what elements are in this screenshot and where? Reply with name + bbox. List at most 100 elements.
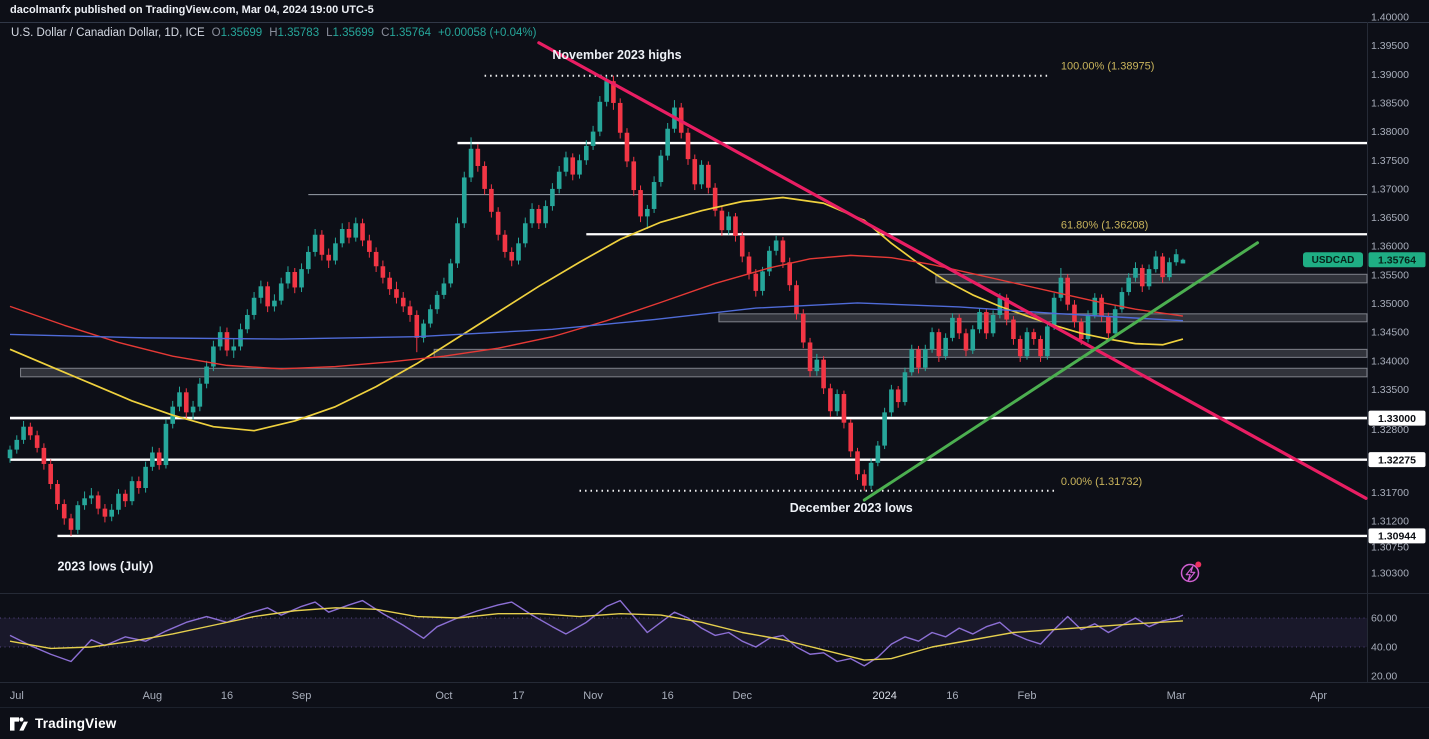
chart-annotation: November 2023 highs — [552, 48, 681, 62]
candle — [706, 164, 711, 188]
candle — [1078, 321, 1084, 340]
candle — [889, 389, 894, 413]
candle — [760, 271, 765, 291]
candle — [102, 508, 108, 517]
candle — [604, 81, 609, 102]
candle — [258, 286, 264, 298]
candle — [217, 332, 223, 347]
candle — [7, 449, 13, 459]
lightning-bolt-icon — [1185, 565, 1196, 582]
candle — [923, 349, 928, 368]
indicator-tick-label: 40.00 — [1371, 642, 1397, 654]
change-value: +0.00058 (+0.04%) — [437, 27, 537, 39]
candles-layer — [7, 75, 1186, 536]
zone-rect[interactable] — [935, 273, 1368, 284]
marked-price-label: 1.33000 — [1378, 413, 1416, 425]
candle — [516, 243, 521, 261]
candle — [346, 229, 352, 238]
candle — [360, 223, 365, 241]
price-tick-label: 1.33500 — [1371, 384, 1409, 396]
candle — [34, 435, 40, 448]
candle — [55, 483, 60, 505]
candle — [767, 250, 772, 272]
candle — [306, 251, 311, 270]
candle — [197, 383, 203, 407]
candle — [1092, 297, 1098, 315]
tradingview-logo-icon[interactable] — [10, 716, 28, 731]
legend-close: C1.35764 — [381, 27, 431, 39]
candle — [848, 422, 854, 452]
time-tick-label: 2024 — [872, 690, 896, 702]
price-tick-label: 1.34000 — [1371, 355, 1409, 367]
candle — [326, 254, 331, 261]
zone-rect[interactable] — [20, 367, 1368, 378]
price-tick-label: 1.37500 — [1371, 155, 1409, 167]
time-axis[interactable]: Jul Aug 16 Sep Oct 17 Nov 16 Dec 2024 16 Feb Mar Apr — [10, 690, 1328, 702]
symbol-title[interactable]: U.S. Dollar / Canadian Dollar, 1D, ICE — [11, 27, 205, 39]
candle — [794, 285, 799, 314]
candle — [1058, 277, 1064, 298]
candle — [163, 423, 169, 466]
candle — [1051, 297, 1057, 327]
candle — [584, 145, 589, 161]
candle — [861, 474, 867, 486]
boost-icon[interactable] — [1180, 561, 1202, 583]
candle — [739, 235, 745, 257]
footer-bar: TradingView — [0, 707, 1429, 739]
candle — [611, 81, 616, 103]
candle — [597, 101, 603, 132]
symbol-flag-label: USDCAD — [1312, 255, 1355, 266]
candle — [68, 518, 74, 530]
candle — [394, 289, 399, 298]
candle — [109, 509, 114, 517]
candle — [909, 349, 915, 373]
ma-red — [9, 254, 1184, 370]
uptrend-line[interactable] — [862, 241, 1260, 502]
candle — [550, 188, 555, 207]
candle — [278, 283, 284, 301]
candle — [956, 317, 962, 334]
candle — [204, 366, 209, 384]
candle — [828, 388, 833, 412]
candle — [48, 463, 53, 484]
candle — [82, 498, 87, 506]
time-tick-label: 16 — [946, 690, 958, 702]
candlestick-chart-canvas[interactable]: 100.00% (1.38975) 61.80% (1.36208) 0.00% (… — [0, 0, 1429, 708]
candle — [14, 439, 20, 450]
candle — [183, 392, 189, 413]
candle — [468, 148, 474, 178]
downtrend-line[interactable] — [537, 41, 1368, 500]
candle — [875, 445, 881, 463]
candle — [658, 155, 664, 183]
marked-price-box — [1368, 528, 1426, 544]
price-axis[interactable]: 1.40000 1.39500 1.39000 1.38500 1.38000 1.375… — [1303, 12, 1426, 683]
candle — [895, 389, 901, 403]
legend-high: H1.35783 — [269, 27, 320, 39]
candle — [665, 128, 670, 156]
marked-price-label: 1.30944 — [1378, 531, 1416, 543]
zone-rect[interactable] — [433, 348, 1368, 358]
candle — [536, 208, 542, 224]
time-tick-label: Nov — [583, 690, 603, 702]
candle — [902, 372, 908, 403]
candle — [251, 297, 257, 315]
candle — [333, 243, 338, 261]
candle — [41, 447, 47, 464]
candle — [156, 452, 162, 466]
time-tick-label: Dec — [732, 690, 752, 702]
candle — [963, 333, 969, 351]
candle — [821, 359, 826, 389]
momentum-indicator-pane — [0, 599, 1367, 667]
price-tick-label: 1.35500 — [1371, 269, 1409, 281]
tradingview-wordmark[interactable]: TradingView — [35, 716, 117, 731]
candle — [800, 313, 806, 343]
candle — [1045, 326, 1050, 357]
flash-circle-icon — [1180, 563, 1200, 583]
candle — [1106, 316, 1111, 334]
candle — [529, 208, 535, 224]
candle — [1017, 339, 1023, 357]
candle — [312, 234, 318, 252]
time-tick-label: Sep — [292, 690, 312, 702]
candle — [238, 329, 243, 347]
candle — [1126, 277, 1131, 293]
